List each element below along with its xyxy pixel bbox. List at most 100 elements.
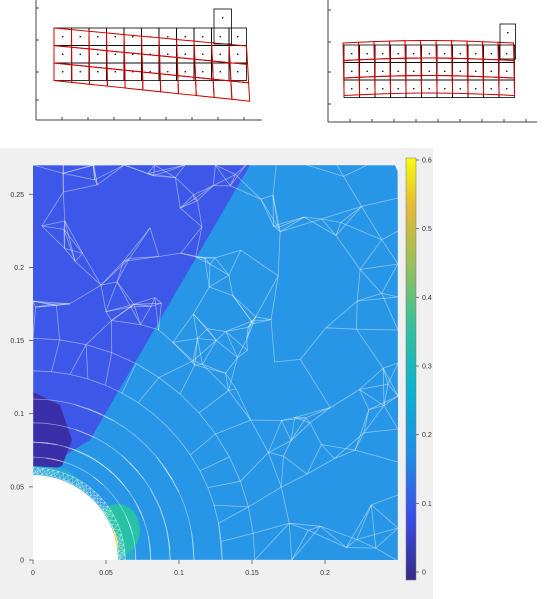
fem-y-tick-label: 0.1 — [14, 411, 24, 418]
mesh-edge — [118, 549, 125, 552]
mesh-edge — [75, 485, 81, 489]
mesh-edge — [128, 522, 132, 529]
mesh-edge — [93, 165, 95, 180]
mesh-edge — [360, 263, 398, 270]
mesh-edge — [363, 405, 385, 434]
cell-center-dot — [350, 52, 353, 55]
mesh-edge — [193, 185, 214, 200]
deformed-grid-plot-left — [35, 0, 262, 121]
mesh-edge — [109, 520, 114, 530]
mesh-edge — [202, 364, 229, 391]
mesh-edge — [113, 420, 126, 429]
mesh-edge — [100, 463, 114, 475]
mesh-edge — [122, 510, 127, 517]
mesh-edge — [325, 300, 358, 329]
mesh-edge — [273, 225, 279, 228]
cell-center-dot — [443, 70, 446, 73]
mesh-edge — [172, 313, 194, 343]
mesh-edge — [94, 165, 125, 181]
mesh-edge — [99, 505, 109, 507]
mesh-edge — [46, 399, 62, 402]
mesh-edge — [77, 478, 83, 483]
mesh-edge — [111, 494, 117, 500]
mesh-edge — [207, 328, 226, 332]
mesh-edge — [202, 340, 217, 365]
mesh-edge — [48, 468, 54, 471]
mesh-edge — [248, 486, 282, 508]
mesh-edge — [53, 469, 56, 478]
mesh-edge — [309, 407, 331, 424]
mesh-edge — [33, 300, 57, 306]
mesh-edge — [147, 173, 176, 178]
fem-y-tick-label: 0.05 — [10, 484, 24, 491]
mesh-edge — [383, 384, 389, 406]
mesh-edge — [268, 420, 282, 453]
cell-center-dot — [381, 70, 384, 73]
cell-center-dot — [506, 31, 509, 34]
mesh-edge — [306, 165, 344, 177]
mesh-edge — [121, 455, 131, 464]
cell-center-dot — [61, 53, 64, 56]
mesh-edge — [111, 519, 117, 526]
colorbar-tick-label: 0.3 — [422, 364, 432, 371]
mesh-edge — [235, 174, 262, 200]
mesh-edge — [100, 285, 107, 312]
mesh-edge — [268, 440, 292, 453]
mesh-edge — [96, 494, 99, 503]
mesh-edge — [291, 526, 321, 560]
mesh-edge — [42, 468, 47, 476]
mesh-edge — [33, 467, 38, 475]
mesh-edge — [270, 319, 275, 363]
mesh-edge — [193, 313, 208, 330]
mesh-edge — [50, 471, 59, 477]
mesh-edge — [33, 370, 52, 373]
mesh-edge — [102, 506, 109, 510]
mesh-edge — [133, 304, 141, 325]
mesh-edge — [104, 512, 108, 518]
mesh-edge — [159, 507, 164, 518]
mesh-edge — [85, 344, 89, 379]
mesh-edge — [215, 165, 231, 187]
mesh-edge — [240, 249, 279, 277]
mesh-edge — [116, 281, 132, 308]
mesh-edge — [240, 452, 269, 482]
cell-center-dot — [397, 52, 400, 55]
mesh-edge — [290, 422, 311, 441]
mesh-edge — [253, 319, 272, 325]
mesh-edge — [119, 529, 122, 535]
cell-center-dot — [490, 87, 493, 90]
mesh-edge — [109, 520, 112, 526]
mesh-edge — [134, 547, 137, 560]
mesh-edge — [50, 469, 54, 477]
mesh-edge — [107, 468, 114, 475]
mesh-edge — [86, 492, 91, 497]
mesh-edge — [105, 281, 118, 312]
mesh-edge — [100, 258, 130, 286]
cell-center-dot — [490, 70, 493, 73]
mesh-edge — [359, 389, 370, 410]
mesh-edge — [335, 235, 361, 270]
mesh-edge — [115, 499, 121, 506]
mesh-edge — [363, 428, 398, 434]
mesh-edge — [43, 468, 49, 470]
cell-center-dot — [219, 70, 222, 73]
mesh-edge — [67, 476, 74, 482]
mesh-edge — [119, 504, 124, 511]
mesh-edge — [130, 304, 135, 308]
mesh-edge — [116, 539, 124, 543]
mesh-edge — [121, 534, 124, 540]
mesh-edge — [62, 191, 66, 221]
mesh-edge — [193, 286, 210, 315]
mesh-edge — [59, 472, 64, 479]
mesh-edge — [149, 488, 161, 508]
mesh-edge — [63, 479, 73, 484]
mesh-edge — [63, 220, 66, 230]
mesh-edge — [240, 481, 249, 508]
mesh-edge — [35, 303, 52, 308]
colorbar-tick-label: 0.6 — [422, 158, 432, 165]
mesh-edge — [41, 468, 44, 475]
mesh-edge — [118, 554, 126, 560]
mesh-edge — [105, 303, 134, 313]
cell-center-dot — [184, 70, 187, 73]
mesh-edge — [215, 433, 230, 458]
